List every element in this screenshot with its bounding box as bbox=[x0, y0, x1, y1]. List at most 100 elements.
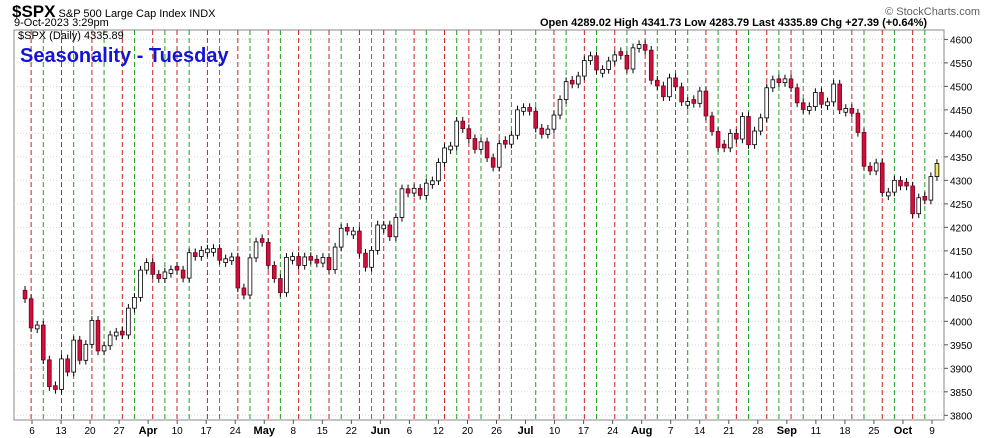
candle bbox=[241, 287, 247, 296]
candle bbox=[53, 385, 58, 390]
candle bbox=[861, 132, 867, 167]
symbol: $SPX bbox=[12, 2, 56, 21]
x-tick-label: May bbox=[254, 425, 276, 437]
index-name: S&P 500 Large Cap Index INDX bbox=[58, 8, 216, 20]
candle bbox=[393, 217, 399, 238]
candle bbox=[229, 256, 235, 262]
x-tick-label: 21 bbox=[723, 426, 735, 437]
candle bbox=[873, 162, 879, 172]
candle bbox=[825, 101, 830, 107]
candle bbox=[746, 116, 751, 146]
candle bbox=[351, 230, 356, 236]
x-tick-label: 10 bbox=[549, 426, 561, 437]
candle bbox=[892, 179, 897, 193]
candle bbox=[472, 138, 478, 150]
candle bbox=[399, 188, 405, 218]
candle bbox=[886, 191, 891, 197]
candle bbox=[776, 78, 782, 84]
candle bbox=[430, 180, 435, 185]
candle bbox=[65, 358, 70, 373]
x-tick-label: 12 bbox=[433, 426, 445, 437]
candle bbox=[199, 249, 204, 257]
candle bbox=[618, 51, 624, 56]
candle bbox=[132, 296, 137, 309]
candle bbox=[636, 44, 642, 49]
candle bbox=[575, 75, 581, 85]
candle bbox=[484, 141, 490, 159]
candle bbox=[709, 115, 715, 132]
candle bbox=[496, 143, 502, 168]
candle bbox=[205, 248, 210, 254]
x-tick-label: 7 bbox=[668, 426, 674, 437]
candle bbox=[436, 162, 441, 182]
candle bbox=[588, 55, 593, 61]
x-tick-label: 14 bbox=[694, 426, 706, 437]
candle bbox=[113, 331, 119, 337]
candle bbox=[533, 110, 538, 129]
candle bbox=[150, 262, 155, 275]
candle bbox=[551, 114, 557, 130]
candle bbox=[363, 252, 368, 268]
candle bbox=[120, 330, 125, 336]
candle bbox=[800, 102, 806, 110]
candle bbox=[594, 55, 599, 71]
candle bbox=[381, 224, 387, 230]
candle bbox=[138, 269, 143, 298]
candle bbox=[527, 107, 532, 112]
x-tick-label: 24 bbox=[230, 426, 242, 437]
candle bbox=[278, 278, 283, 294]
candle bbox=[284, 257, 289, 294]
candle bbox=[168, 269, 174, 274]
y-tick-label: 4400 bbox=[950, 129, 973, 140]
candle bbox=[539, 127, 545, 135]
candle bbox=[308, 256, 314, 261]
candle bbox=[296, 256, 301, 266]
candle bbox=[338, 227, 344, 248]
candle bbox=[849, 108, 855, 114]
candle bbox=[685, 101, 690, 106]
candle bbox=[448, 145, 453, 151]
y-tick-label: 4600 bbox=[950, 35, 973, 46]
candle bbox=[898, 179, 903, 187]
x-tick-label: 10 bbox=[172, 426, 184, 437]
candle bbox=[290, 256, 295, 261]
candle bbox=[545, 128, 551, 135]
candle bbox=[442, 147, 447, 163]
candle bbox=[758, 117, 763, 132]
candle bbox=[679, 86, 684, 103]
y-tick-label: 4200 bbox=[950, 223, 973, 234]
candle bbox=[691, 99, 697, 104]
candle bbox=[332, 246, 338, 271]
candle bbox=[667, 77, 672, 98]
candle bbox=[34, 324, 40, 330]
x-tick-label: 6 bbox=[407, 426, 413, 437]
y-tick-label: 3800 bbox=[950, 411, 973, 422]
candle bbox=[557, 99, 563, 116]
x-tick-label: 18 bbox=[839, 426, 851, 437]
candle bbox=[563, 81, 569, 100]
candle bbox=[89, 319, 95, 345]
candle bbox=[752, 130, 757, 146]
candle bbox=[503, 140, 508, 145]
candle bbox=[59, 358, 64, 390]
candle bbox=[867, 165, 873, 172]
candle bbox=[259, 238, 265, 243]
candle bbox=[721, 143, 727, 149]
candle bbox=[770, 79, 776, 89]
candle bbox=[247, 257, 253, 296]
candle bbox=[819, 92, 824, 105]
x-tick-label: 26 bbox=[491, 426, 503, 437]
candle bbox=[612, 54, 618, 62]
candle bbox=[703, 90, 709, 117]
candle bbox=[831, 83, 836, 103]
x-tick-label: Oct bbox=[894, 425, 913, 437]
candle bbox=[837, 83, 842, 111]
datetime: 9-Oct-2023 3:29pm bbox=[14, 17, 109, 29]
candle bbox=[344, 226, 350, 232]
candle bbox=[460, 120, 466, 130]
x-tick-label: 8 bbox=[291, 426, 297, 437]
candle bbox=[411, 187, 417, 194]
x-tick-label: 25 bbox=[868, 426, 880, 437]
candle bbox=[855, 112, 861, 133]
candle bbox=[569, 79, 575, 85]
